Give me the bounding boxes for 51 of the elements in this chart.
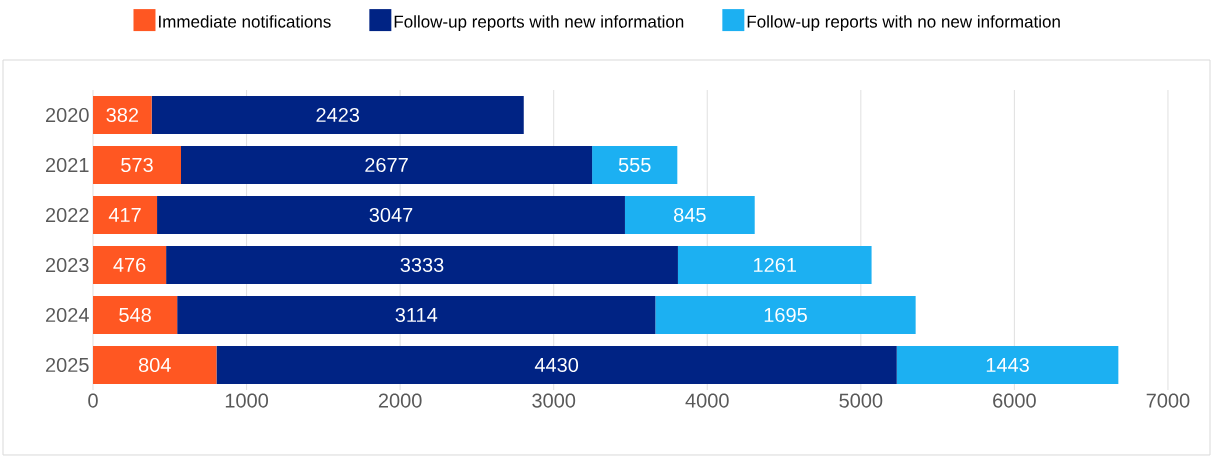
- bar: [93, 145, 182, 184]
- data-label: 1261: [754, 257, 797, 273]
- bar: [93, 95, 152, 134]
- x-tick-label: 7000: [1146, 393, 1190, 408]
- y-tick-label: 2024: [46, 307, 89, 323]
- data-label: 3047: [369, 207, 413, 223]
- bar: [677, 245, 872, 284]
- data-label: 573: [121, 157, 153, 173]
- data-label: 382: [106, 107, 139, 123]
- data-label: 476: [113, 257, 146, 273]
- bar: [624, 195, 755, 234]
- data-label: 4430: [534, 357, 579, 373]
- data-label: 2677: [365, 157, 408, 173]
- y-tick-label: 2021: [46, 157, 89, 173]
- bar: [177, 295, 656, 334]
- x-tick-label: 6000: [993, 393, 1036, 408]
- data-label: 3114: [395, 307, 438, 323]
- data-label: 1695: [764, 307, 807, 323]
- x-tick-label: 5000: [839, 393, 883, 408]
- y-tick-label: 2025: [46, 357, 89, 373]
- x-tick-label: 1000: [225, 393, 269, 408]
- y-tick-label: 2022: [46, 207, 89, 223]
- x-tick-label: 4000: [685, 393, 729, 408]
- bar: [157, 195, 625, 234]
- bar: [93, 345, 217, 384]
- bar: [592, 145, 678, 184]
- y-tick-label: 2023: [46, 257, 89, 273]
- bar: [93, 245, 167, 284]
- data-label: 3333: [400, 257, 444, 273]
- x-tick-label: 0: [88, 393, 98, 408]
- data-label: 417: [108, 208, 141, 222]
- bar: [151, 95, 524, 134]
- data-label: 2423: [316, 107, 360, 123]
- bar: [93, 195, 158, 234]
- x-tick-label: 2000: [378, 393, 422, 408]
- data-label: 1443: [986, 357, 1029, 373]
- bar: [896, 345, 1119, 384]
- data-label: 804: [138, 357, 171, 373]
- data-label: 548: [119, 307, 151, 323]
- data-label: 845: [674, 207, 706, 223]
- y-tick-label: 2020: [46, 107, 89, 123]
- bar: [93, 295, 178, 334]
- bar: [216, 345, 897, 384]
- bar: [181, 145, 593, 184]
- data-label: 555: [618, 158, 651, 172]
- legend-label: Immediate notifications: [159, 15, 331, 28]
- bar: [166, 245, 678, 284]
- bar: [655, 295, 916, 334]
- legend-label: Follow-up reports with no new information: [747, 15, 1060, 32]
- x-tick-label: 3000: [532, 393, 576, 408]
- legend-label: Follow-up reports with new information: [394, 15, 684, 32]
